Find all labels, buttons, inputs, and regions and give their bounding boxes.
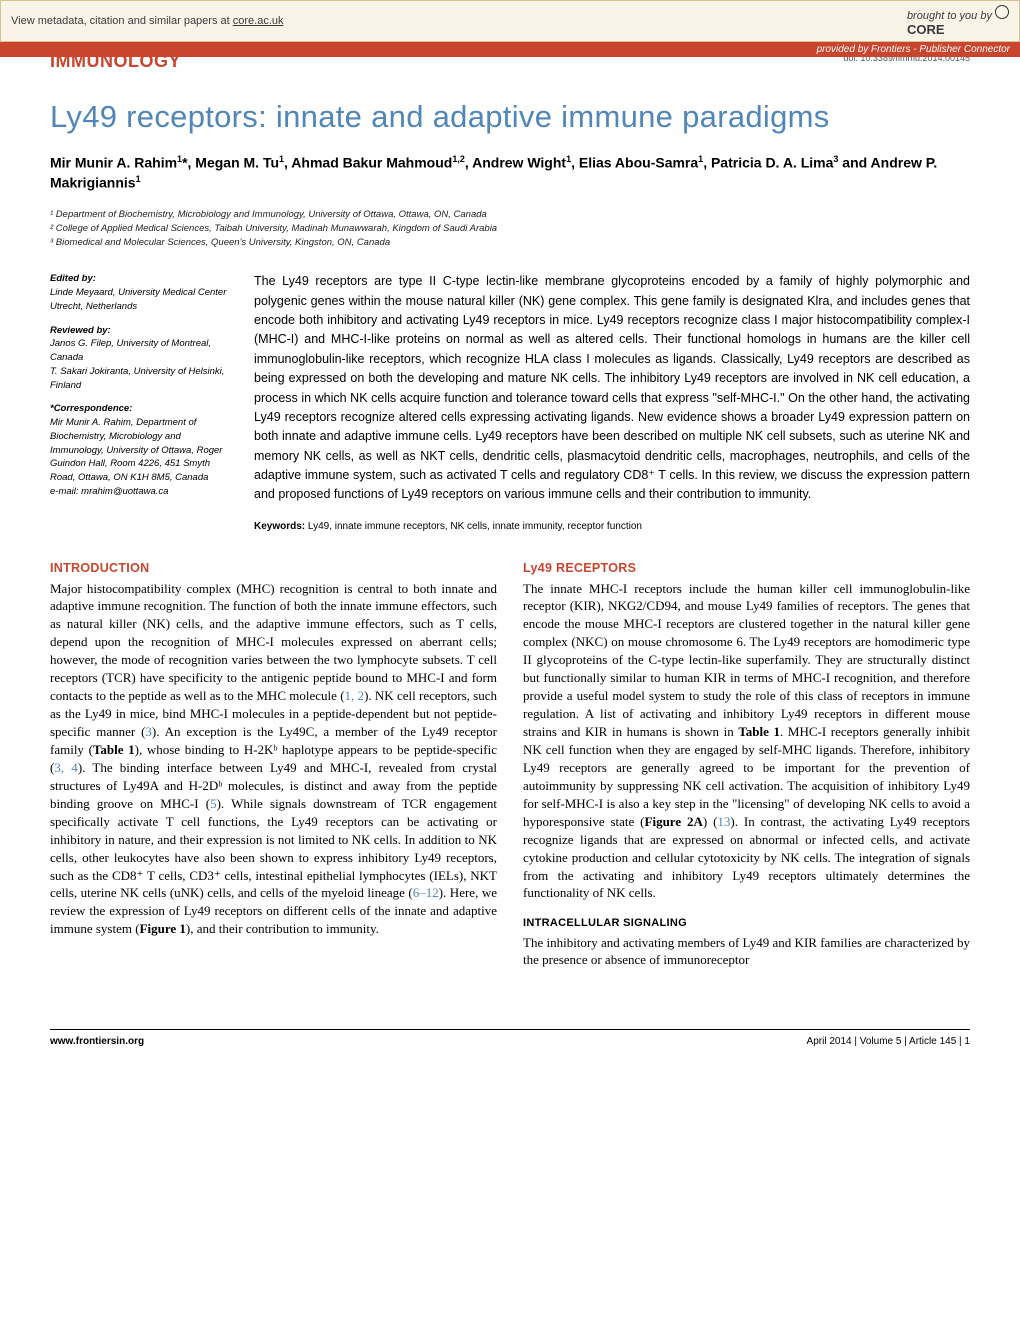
provided-bar: provided by Frontiers - Publisher Connec… bbox=[0, 42, 1020, 57]
ly49-heading: Ly49 RECEPTORS bbox=[523, 560, 970, 577]
core-left-text: View metadata, citation and similar pape… bbox=[11, 15, 233, 27]
intro-body: Major histocompatibility complex (MHC) r… bbox=[50, 580, 497, 939]
content-area: Ly49 receptors: innate and adaptive immu… bbox=[0, 79, 1020, 999]
footer-left: www.frontiersin.org bbox=[50, 1036, 144, 1047]
editorial-sidebar: Edited by: Linde Meyaard, University Med… bbox=[50, 272, 230, 534]
signaling-heading: INTRACELLULAR SIGNALING bbox=[523, 916, 970, 931]
edited-by: Edited by: Linde Meyaard, University Med… bbox=[50, 272, 230, 313]
core-by-text: brought to you by bbox=[907, 10, 995, 22]
footer-right: April 2014 | Volume 5 | Article 145 | 1 bbox=[807, 1036, 970, 1047]
email-label: e-mail: bbox=[50, 486, 81, 497]
abstract-text: The Ly49 receptors are type II C-type le… bbox=[254, 274, 970, 501]
article-title: Ly49 receptors: innate and adaptive immu… bbox=[50, 99, 970, 135]
page-footer: www.frontiersin.org April 2014 | Volume … bbox=[50, 1029, 970, 1047]
ly49-body: The innate MHC-I receptors include the h… bbox=[523, 580, 970, 903]
edited-by-label: Edited by: bbox=[50, 272, 230, 286]
keywords: Keywords: Ly49, innate immune receptors,… bbox=[254, 519, 970, 535]
intro-heading: INTRODUCTION bbox=[50, 560, 497, 577]
keywords-label: Keywords: bbox=[254, 521, 308, 532]
abstract: The Ly49 receptors are type II C-type le… bbox=[254, 272, 970, 534]
core-banner: View metadata, citation and similar pape… bbox=[0, 0, 1020, 42]
reviewed-by-label: Reviewed by: bbox=[50, 324, 230, 338]
core-link[interactable]: core.ac.uk bbox=[233, 15, 284, 27]
correspondence-email: e-mail: mrahim@uottawa.ca bbox=[50, 485, 230, 499]
authors: Mir Munir A. Rahim1*, Megan M. Tu1, Ahma… bbox=[50, 153, 970, 194]
signaling-body: The inhibitory and activating members of… bbox=[523, 934, 970, 970]
core-left: View metadata, citation and similar pape… bbox=[11, 15, 284, 27]
doi: doi: 10.3389/fimmu.2014.00145 bbox=[843, 57, 970, 63]
abstract-row: Edited by: Linde Meyaard, University Med… bbox=[50, 272, 970, 534]
journal-name: IMMUNOLOGY bbox=[50, 57, 181, 72]
edited-by-text: Linde Meyaard, University Medical Center… bbox=[50, 286, 230, 314]
correspondence-label: *Correspondence: bbox=[50, 402, 230, 416]
journal-header: IMMUNOLOGY doi: 10.3389/fimmu.2014.00145 bbox=[0, 57, 1020, 79]
reviewed-by: Reviewed by: Janos G. Filep, University … bbox=[50, 324, 230, 393]
core-logo-icon bbox=[995, 5, 1009, 19]
reviewed-by-text: Janos G. Filep, University of Montreal, … bbox=[50, 337, 230, 392]
core-brand: CORE bbox=[907, 22, 1009, 37]
body-columns: INTRODUCTION Major histocompatibility co… bbox=[50, 560, 970, 969]
correspondence-text: Mir Munir A. Rahim, Department of Bioche… bbox=[50, 416, 230, 485]
correspondence: *Correspondence: Mir Munir A. Rahim, Dep… bbox=[50, 402, 230, 498]
email-value: mrahim@uottawa.ca bbox=[81, 486, 168, 497]
keywords-text: Ly49, innate immune receptors, NK cells,… bbox=[308, 521, 642, 532]
core-right: brought to you by CORE bbox=[907, 5, 1009, 37]
affiliations: ¹ Department of Biochemistry, Microbiolo… bbox=[50, 208, 970, 251]
